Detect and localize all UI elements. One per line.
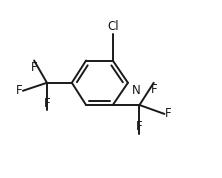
Text: F: F: [44, 97, 50, 110]
Text: F: F: [136, 121, 143, 134]
Text: N: N: [132, 84, 141, 97]
Text: F: F: [165, 107, 171, 121]
Text: F: F: [151, 83, 157, 96]
Text: F: F: [31, 61, 38, 74]
Text: Cl: Cl: [107, 20, 119, 33]
Text: F: F: [16, 84, 23, 97]
